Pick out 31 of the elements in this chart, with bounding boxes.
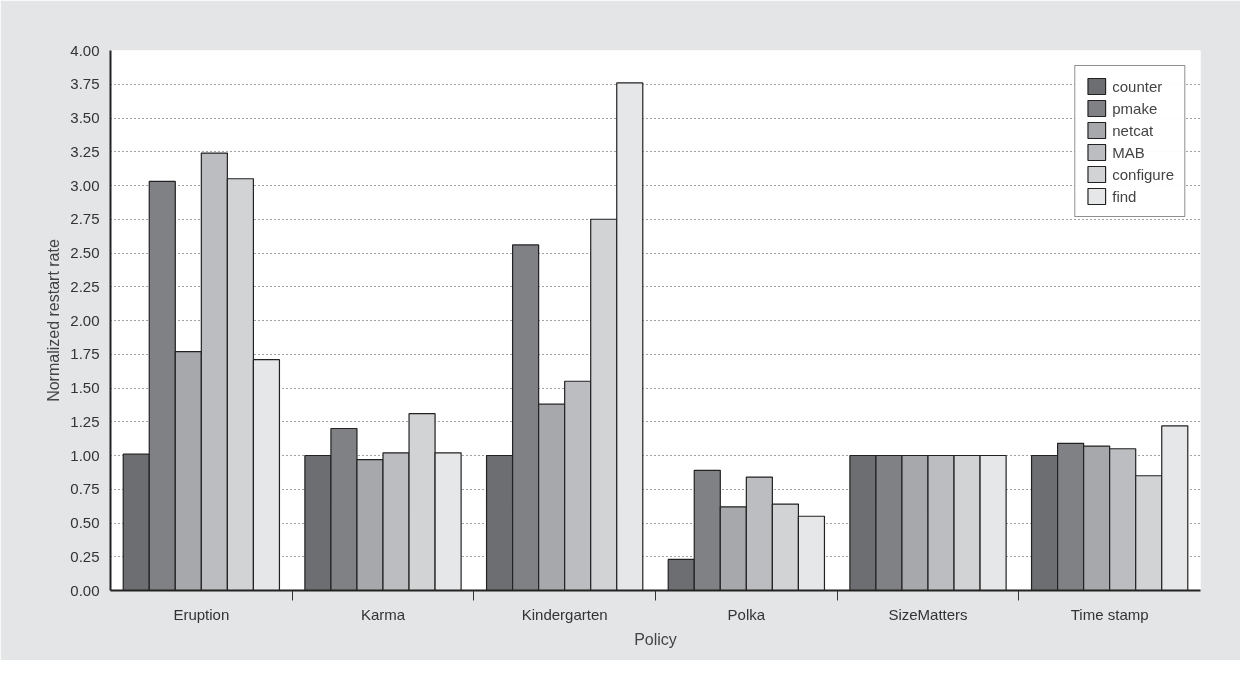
- y-tick-label: 0.25: [70, 547, 100, 565]
- x-tick-label: Kindergarten: [521, 605, 608, 623]
- y-tick-label: 2.00: [70, 311, 100, 329]
- legend-label: netcat: [1112, 121, 1154, 139]
- legend-label: find: [1112, 187, 1137, 205]
- y-tick-label: 3.75: [70, 75, 100, 93]
- legend-label: MAB: [1112, 143, 1145, 161]
- y-tick-label: 3.50: [70, 109, 100, 126]
- y-tick-label: 1.50: [70, 379, 100, 396]
- y-tick-label: 3.00: [70, 176, 100, 194]
- legend-label: pmake: [1112, 99, 1158, 117]
- x-tick-label: Eruption: [173, 605, 230, 623]
- y-tick-label: 1.25: [70, 412, 100, 430]
- x-tick-label: SizeMatters: [888, 605, 968, 623]
- x-tick-label: Polka: [727, 605, 766, 623]
- x-axis-title: Policy: [634, 630, 677, 648]
- x-tick-label: Time stamp: [1070, 605, 1149, 623]
- x-tick-label: Karma: [360, 605, 406, 623]
- y-tick-label: 0.00: [70, 581, 100, 599]
- y-tick-label: 2.25: [70, 277, 100, 295]
- y-tick-label: 2.75: [70, 210, 100, 228]
- y-tick-label: 3.25: [70, 142, 100, 160]
- y-tick-label: 2.50: [70, 244, 100, 261]
- legend-label: configure: [1112, 165, 1174, 183]
- y-tick-label: 0.75: [70, 480, 100, 498]
- y-tick-label: 1.75: [70, 345, 100, 363]
- y-axis-title: Normalized restart rate: [45, 239, 63, 402]
- y-tick-label: 1.00: [70, 446, 100, 464]
- y-tick-label: 4.00: [70, 41, 100, 59]
- legend-label: counter: [1112, 77, 1163, 95]
- y-tick-label: 0.50: [70, 514, 100, 531]
